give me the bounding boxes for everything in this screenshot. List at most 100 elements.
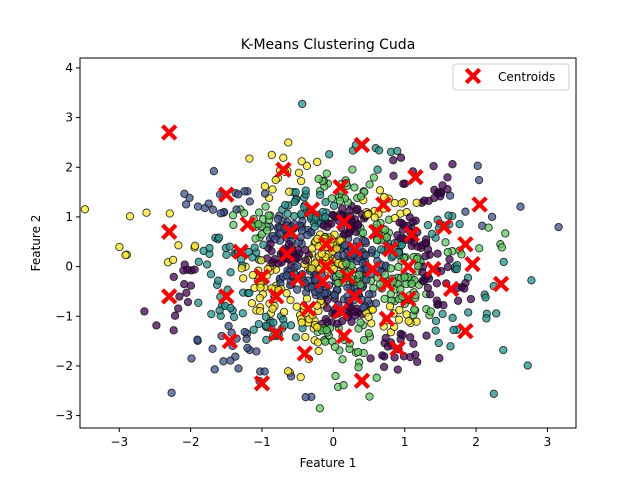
data-point	[443, 173, 452, 182]
data-point	[396, 285, 405, 294]
data-point	[327, 194, 336, 203]
y-tick-label: 2	[65, 160, 73, 174]
centroid-marker	[378, 310, 396, 327]
data-point	[181, 200, 191, 209]
centroid-marker-stroke	[218, 186, 235, 203]
data-point	[286, 295, 295, 305]
centroid-marker-stroke	[278, 246, 296, 263]
data-point	[348, 165, 357, 174]
data-point	[252, 347, 261, 356]
centroid-marker	[389, 340, 406, 357]
centroid-marker-stroke	[403, 226, 421, 243]
data-point	[359, 303, 368, 312]
data-point	[321, 314, 330, 324]
data-point	[180, 280, 189, 289]
data-point	[489, 389, 498, 398]
centroid-marker	[161, 288, 178, 305]
data-point	[262, 335, 271, 345]
data-point	[338, 355, 347, 364]
centroid-marker-stroke	[289, 270, 306, 288]
data-point	[322, 303, 332, 313]
centroid-marker-stroke	[339, 268, 356, 285]
data-point	[438, 309, 447, 319]
data-point	[393, 146, 402, 156]
data-point	[261, 202, 270, 211]
data-point	[396, 234, 405, 243]
data-point	[284, 138, 293, 147]
data-point	[313, 338, 323, 347]
centroid-marker	[218, 288, 235, 305]
centroid-marker	[425, 260, 442, 278]
centroid-marker-stroke	[300, 300, 317, 317]
data-point	[457, 250, 466, 259]
centroid-marker	[335, 327, 353, 345]
data-point	[482, 314, 491, 323]
centroid-marker	[346, 288, 363, 305]
plot-frame	[79, 57, 577, 429]
data-point	[248, 253, 257, 262]
data-point	[250, 243, 259, 252]
y-tick-label: 4	[65, 61, 73, 75]
data-point	[423, 283, 433, 293]
data-point	[194, 298, 203, 307]
data-point	[186, 281, 196, 290]
data-point	[174, 304, 183, 313]
y-tick-label: −1	[55, 309, 73, 323]
centroid-marker-stroke	[268, 325, 285, 342]
centroid-marker-stroke	[389, 340, 406, 357]
data-point	[301, 186, 310, 195]
data-point	[269, 318, 278, 327]
data-point	[283, 367, 293, 376]
data-point	[267, 247, 276, 256]
points-layer	[80, 99, 563, 413]
centroid-marker-stroke	[161, 124, 178, 141]
data-point	[430, 185, 439, 195]
data-point	[432, 279, 442, 288]
centroid-marker	[346, 241, 363, 258]
centroid-marker	[218, 186, 235, 203]
data-point	[353, 347, 363, 357]
centroid-marker	[221, 332, 239, 350]
data-point	[393, 365, 402, 374]
data-point	[331, 371, 340, 381]
data-point	[251, 234, 260, 243]
centroid-marker	[268, 288, 285, 305]
data-point	[292, 302, 301, 311]
data-point	[282, 289, 291, 298]
data-point	[261, 312, 271, 321]
centroid-marker	[382, 241, 399, 258]
data-point	[301, 256, 310, 265]
data-point	[319, 221, 328, 230]
data-point	[340, 240, 349, 250]
y-tick-label: −3	[55, 409, 73, 423]
centroid-marker	[435, 218, 453, 236]
centroid-marker	[403, 226, 421, 243]
centroid-marker	[232, 243, 249, 260]
data-point	[435, 354, 444, 363]
centroid-marker-stroke	[400, 290, 417, 308]
data-point	[330, 342, 340, 352]
data-point	[382, 233, 392, 242]
data-point	[167, 388, 176, 397]
data-point	[497, 243, 507, 252]
data-point	[396, 153, 406, 162]
data-point	[487, 212, 497, 222]
data-point	[314, 174, 323, 184]
data-point	[371, 299, 381, 308]
legend-box	[452, 63, 570, 91]
data-point	[369, 283, 378, 293]
centroid-marker	[364, 260, 381, 278]
data-point	[262, 226, 272, 235]
data-point	[298, 99, 307, 109]
data-point	[315, 404, 324, 413]
data-point	[405, 213, 414, 222]
data-point	[238, 309, 247, 318]
y-tick-label: 3	[65, 111, 73, 125]
data-point	[355, 270, 364, 279]
centroid-marker-stroke	[407, 169, 424, 186]
data-point	[268, 185, 277, 194]
x-tick-label: 2	[472, 435, 480, 449]
data-point	[527, 276, 536, 285]
data-point	[448, 160, 457, 169]
legend: Centroids	[452, 63, 570, 91]
